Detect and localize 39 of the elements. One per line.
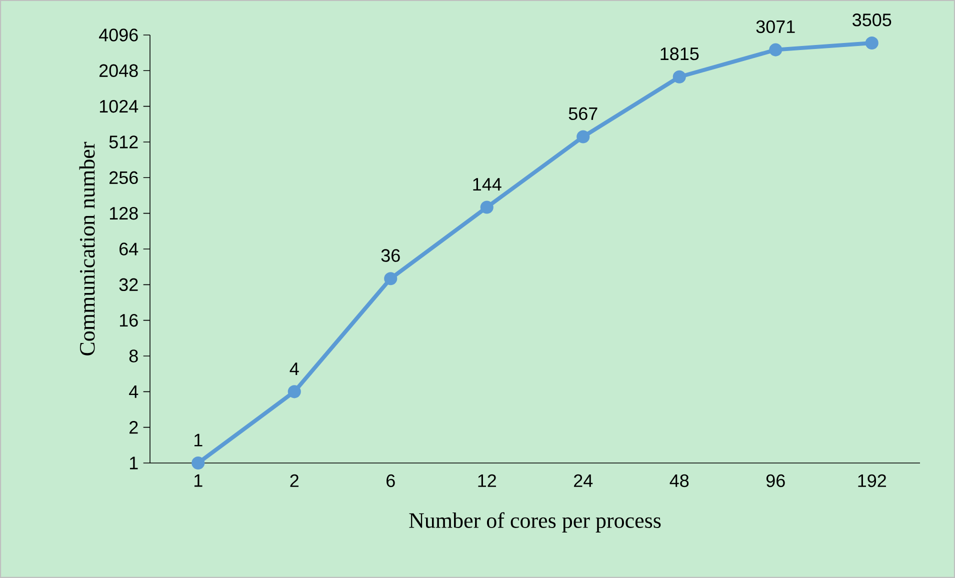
data-label: 567: [568, 107, 598, 120]
point: [384, 272, 398, 286]
point: [769, 43, 782, 56]
data-label: 4: [290, 362, 299, 375]
y-tick-label: 256: [109, 171, 138, 184]
data-label: 3071: [756, 20, 795, 34]
y-tick-label: 2048: [99, 64, 138, 78]
y-tick-label: 8: [129, 350, 138, 362]
x-tick-label: 1: [194, 474, 202, 487]
data-label: 36: [381, 249, 400, 262]
y-tick-label: 1: [130, 456, 138, 470]
y-tick-label: 128: [110, 206, 138, 220]
y-tick-label: 2: [130, 421, 138, 434]
x-tick-label: 48: [670, 474, 689, 488]
x-tick-label: 24: [574, 474, 593, 487]
x-tick-label: 2: [290, 474, 298, 487]
y-tick-label: 16: [120, 314, 138, 327]
point: [865, 36, 878, 50]
point: [288, 385, 301, 398]
x-tick-label: 96: [766, 474, 785, 488]
x-tick-label: 12: [478, 474, 496, 487]
y-tick-label: 4: [129, 385, 138, 398]
data-label: 3505: [852, 14, 892, 26]
point: [672, 70, 686, 84]
y-tick-label: 64: [120, 242, 138, 256]
point: [480, 200, 494, 214]
data-label: 144: [473, 178, 502, 191]
y-tick-label: 4096: [99, 28, 138, 42]
y-tick-label: 1024: [100, 100, 138, 113]
y-axis-title: Communication number: [79, 142, 95, 356]
data-label: 1815: [660, 47, 699, 60]
y-tick-label: 512: [109, 136, 138, 148]
x-axis-title: Number of cores per process: [409, 512, 661, 532]
point: [576, 130, 590, 144]
x-tick-label: 6: [386, 474, 395, 488]
x-tick-label: 192: [858, 474, 886, 488]
y-tick-label: 32: [119, 278, 138, 292]
point: [192, 456, 205, 470]
data-label: 1: [194, 434, 202, 446]
